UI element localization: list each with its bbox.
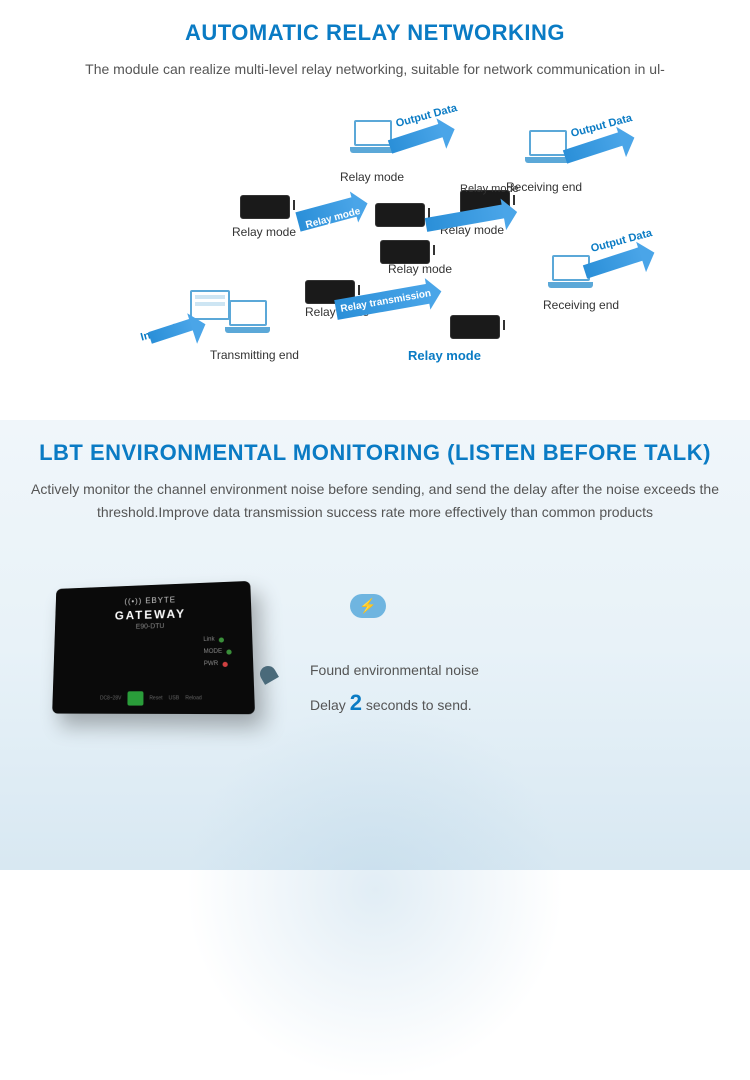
receiving-end-label-2: Receiving end (543, 298, 619, 312)
led-row: Link MODE PWR (203, 636, 232, 667)
laptop-icon (350, 120, 395, 155)
relay-networking-section: AUTOMATIC RELAY NETWORKING The module ca… (0, 0, 750, 420)
cloud-lightning-icon (350, 594, 386, 618)
receiving-end-label-1: Receiving end (506, 180, 582, 194)
port-row: DC8~28V Reset USB Reload (100, 691, 202, 706)
section1-title: AUTOMATIC RELAY NETWORKING (30, 20, 720, 46)
gateway-device: ((•)) EBYTE GATEWAY E90-DTU Link MODE PW… (50, 583, 270, 733)
led-indicator (222, 661, 227, 666)
section1-subtitle: The module can realize multi-level relay… (30, 58, 720, 80)
satellite-icon (260, 666, 284, 690)
relay-mode-highlight-label: Relay mode (408, 348, 481, 363)
relay-device-icon (450, 315, 500, 339)
relay-device-icon (375, 203, 425, 227)
background-circle (185, 700, 565, 1080)
power-port-icon (127, 691, 143, 705)
lbt-line1: Found environmental noise (310, 658, 700, 683)
section2-subtitle: Actively monitor the channel environment… (30, 478, 720, 523)
relay-device-icon (380, 240, 430, 264)
relay-mode-top-label: Relay mode (340, 170, 404, 184)
device-brand-top: ((•)) EBYTE (124, 596, 176, 606)
lbt-section: LBT ENVIRONMENTAL MONITORING (LISTEN BEF… (0, 420, 750, 870)
relay-mode-label-4: Relay mode (388, 262, 452, 276)
relay-device-icon (240, 195, 290, 219)
laptop-icon (225, 300, 270, 335)
led-indicator (226, 649, 231, 654)
laptop-icon (525, 130, 570, 165)
lbt-content: ((•)) EBYTE GATEWAY E90-DTU Link MODE PW… (30, 583, 720, 733)
transmitting-end-label: Transmitting end (210, 348, 299, 362)
device-model: E90-DTU (136, 623, 165, 631)
relay-diagram: Input data Transmitting end Relay mode R… (30, 100, 720, 390)
section2-title: LBT ENVIRONMENTAL MONITORING (LISTEN BEF… (30, 440, 720, 466)
lbt-info: Found environmental noise Delay 2 second… (310, 594, 700, 723)
lbt-line2: Delay 2 seconds to send. (310, 683, 700, 723)
relay-mode-label-1: Relay mode (232, 225, 296, 239)
led-indicator (219, 637, 224, 642)
device-brand-main: GATEWAY (115, 607, 186, 623)
